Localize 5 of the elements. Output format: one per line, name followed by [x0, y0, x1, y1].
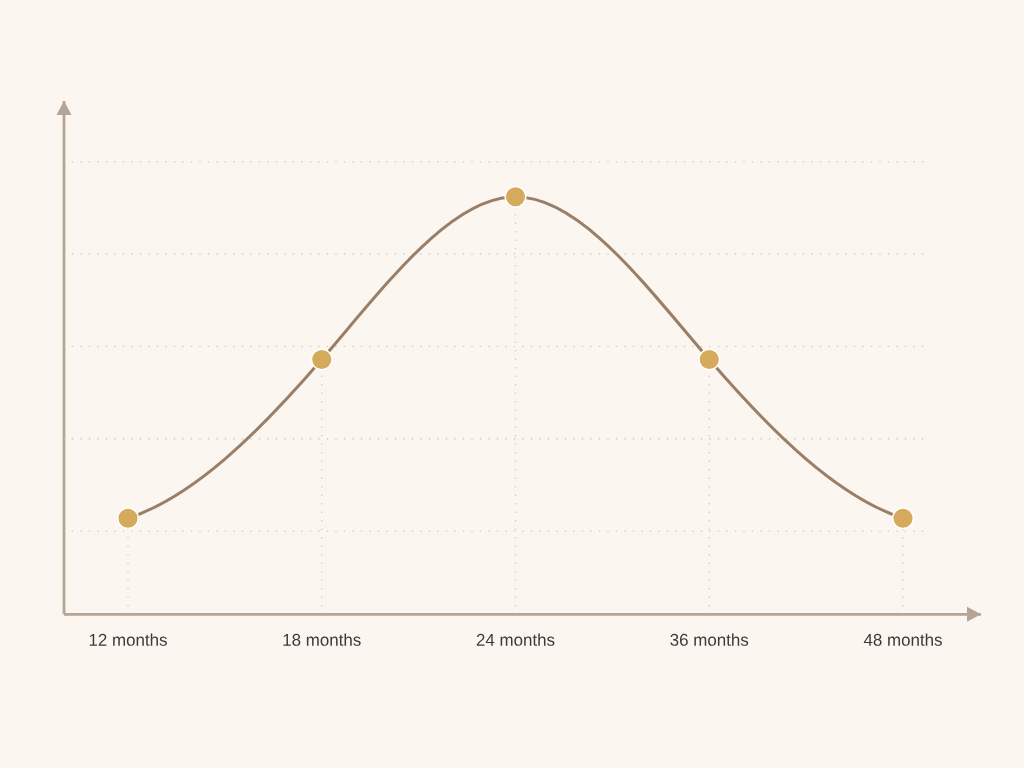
x-tick-label: 36 months [670, 633, 749, 646]
x-tick-label: 48 months [863, 633, 942, 646]
x-tick-label: 18 months [283, 633, 361, 646]
x-tick-label: 24 months [476, 633, 555, 646]
x-tick-label: 12 months [89, 633, 167, 646]
